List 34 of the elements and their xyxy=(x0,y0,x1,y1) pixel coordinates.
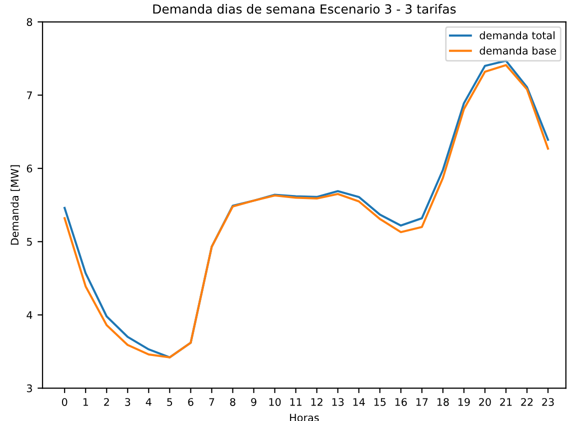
x-tick-label: 2 xyxy=(104,398,109,406)
x-tick-label: 10 xyxy=(269,398,281,406)
x-tick-label: 19 xyxy=(458,398,470,406)
x-tick-label: 17 xyxy=(416,398,428,406)
x-tick-label: 7 xyxy=(209,398,214,406)
y-tick-label: 6 xyxy=(26,164,32,173)
x-tick-label: 0 xyxy=(62,398,68,406)
x-tick-label: 21 xyxy=(500,398,512,406)
y-tick-label: 3 xyxy=(26,384,32,392)
x-tick-label: 5 xyxy=(167,398,172,406)
x-tick-label: 23 xyxy=(542,398,554,406)
chart-title: Demanda dias de semana Escenario 3 - 3 tarifas xyxy=(153,4,456,14)
x-tick-label: 16 xyxy=(395,398,407,406)
x-tick-label: 4 xyxy=(146,398,152,406)
x-tick-label: 3 xyxy=(125,398,130,406)
x-tick-label: 8 xyxy=(230,398,236,406)
x-tick-label: 9 xyxy=(251,398,256,406)
y-tick-label: 7 xyxy=(27,92,32,100)
y-axis-title: Demanda [MW] xyxy=(10,165,20,245)
x-tick-label: 1 xyxy=(83,398,88,406)
x-tick-label: 15 xyxy=(374,398,386,406)
y-tick-label: 5 xyxy=(26,238,32,246)
x-tick-label: 12 xyxy=(311,398,322,406)
legend-label: demanda total xyxy=(480,31,554,40)
x-tick-label: 18 xyxy=(437,398,449,406)
x-tick-label: 22 xyxy=(521,398,533,406)
y-tick-label: 4 xyxy=(26,311,32,319)
y-tick-label: 8 xyxy=(26,18,32,26)
x-tick-label: 11 xyxy=(290,398,302,406)
x-tick-label: 6 xyxy=(188,398,194,406)
x-tick-label: 14 xyxy=(353,398,365,406)
x-tick-label: 20 xyxy=(479,398,491,406)
x-tick-label: 13 xyxy=(332,398,344,406)
legend-label: demanda base xyxy=(480,46,556,55)
